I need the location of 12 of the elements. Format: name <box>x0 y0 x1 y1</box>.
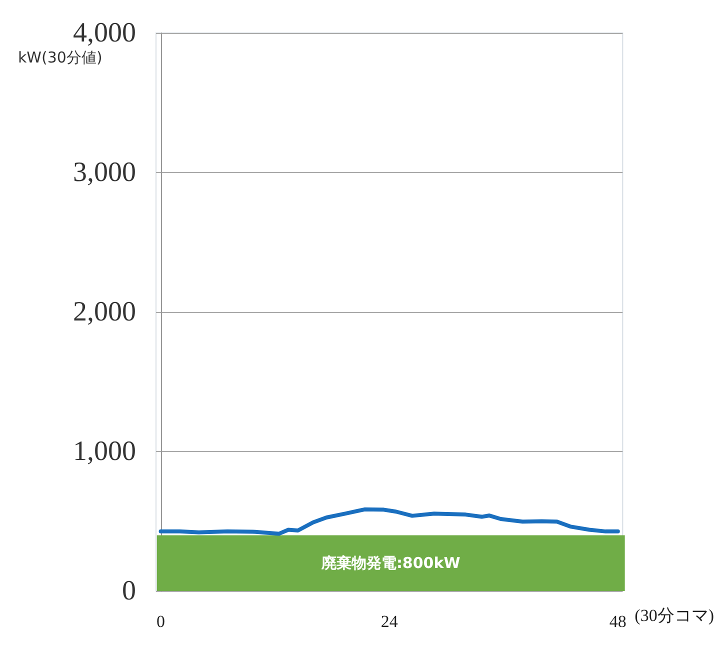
y-tick-label: 4,000 <box>73 18 136 48</box>
x-tick-label: 24 <box>380 612 398 631</box>
y-tick-label: 0 <box>122 576 136 606</box>
y-tick-label: 3,000 <box>73 157 136 188</box>
x-tick-label: 48 <box>609 612 626 631</box>
x-tick-label: 0 <box>156 612 166 631</box>
band-label: 廃棄物発電:800kW <box>320 554 461 572</box>
line-series <box>158 507 620 536</box>
y-axis-title: kW(30分値) <box>18 48 102 66</box>
x-axis-title: (30分コマ) <box>634 606 714 625</box>
y-tick-label: 2,000 <box>73 296 136 328</box>
y-tick-label: 1,000 <box>73 436 136 467</box>
